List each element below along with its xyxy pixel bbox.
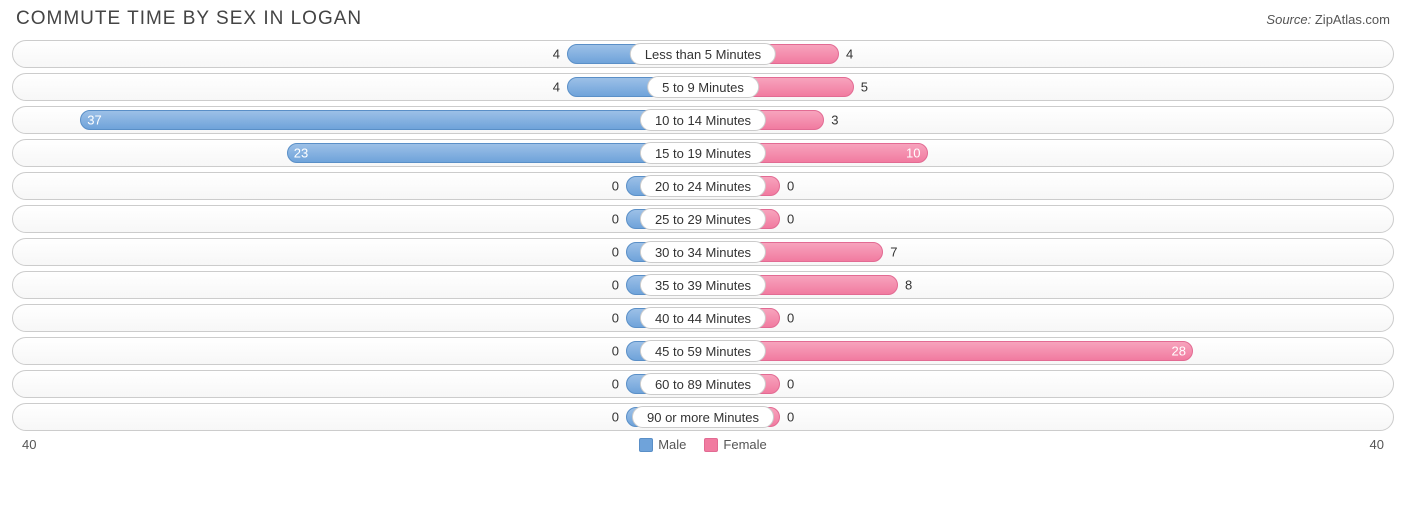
male-bar: 37 xyxy=(80,110,706,130)
male-half: 0 xyxy=(13,173,703,199)
male-half: 37 xyxy=(13,107,703,133)
table-row: 37 3 10 to 14 Minutes xyxy=(12,106,1394,134)
male-value: 4 xyxy=(553,47,568,62)
chart-source: Source: ZipAtlas.com xyxy=(1266,12,1390,27)
male-value: 0 xyxy=(612,245,627,260)
female-half: 4 xyxy=(703,41,1393,67)
female-half: 0 xyxy=(703,305,1393,331)
table-row: 0 0 40 to 44 Minutes xyxy=(12,304,1394,332)
table-row: 0 8 35 to 39 Minutes xyxy=(12,271,1394,299)
category-pill: 15 to 19 Minutes xyxy=(640,142,766,164)
legend-female-label: Female xyxy=(723,437,766,452)
male-half: 23 xyxy=(13,140,703,166)
table-row: 0 28 45 to 59 Minutes xyxy=(12,337,1394,365)
male-value: 37 xyxy=(87,113,101,128)
male-value: 0 xyxy=(612,179,627,194)
category-pill: 60 to 89 Minutes xyxy=(640,373,766,395)
male-half: 4 xyxy=(13,41,703,67)
female-value: 0 xyxy=(779,410,794,425)
chart-title: COMMUTE TIME BY SEX IN LOGAN xyxy=(16,8,362,30)
category-pill: Less than 5 Minutes xyxy=(630,43,776,65)
table-row: 0 0 25 to 29 Minutes xyxy=(12,205,1394,233)
category-pill: 5 to 9 Minutes xyxy=(647,76,759,98)
male-half: 0 xyxy=(13,239,703,265)
category-pill: 10 to 14 Minutes xyxy=(640,109,766,131)
male-half: 0 xyxy=(13,404,703,430)
female-value: 8 xyxy=(897,278,912,293)
chart-footer: 40 Male Female 40 xyxy=(12,431,1394,452)
female-half: 8 xyxy=(703,272,1393,298)
chart-rows: 44Less than 5 Minutes455 to 9 Minutes373… xyxy=(12,40,1394,431)
category-pill: 30 to 34 Minutes xyxy=(640,241,766,263)
category-pill: 25 to 29 Minutes xyxy=(640,208,766,230)
axis-max-right: 40 xyxy=(1370,437,1384,452)
female-half: 28 xyxy=(703,338,1393,364)
male-swatch-icon xyxy=(639,438,653,452)
female-value: 3 xyxy=(823,113,838,128)
table-row: 23 10 15 to 19 Minutes xyxy=(12,139,1394,167)
female-value: 7 xyxy=(882,245,897,260)
source-label: Source: xyxy=(1266,12,1311,27)
female-value: 5 xyxy=(853,80,868,95)
table-row: 4 4 Less than 5 Minutes xyxy=(12,40,1394,68)
table-row: 0 7 30 to 34 Minutes xyxy=(12,238,1394,266)
female-half: 10 xyxy=(703,140,1393,166)
male-half: 0 xyxy=(13,305,703,331)
female-half: 7 xyxy=(703,239,1393,265)
female-half: 3 xyxy=(703,107,1393,133)
male-value: 4 xyxy=(553,80,568,95)
legend-item-male: Male xyxy=(639,437,686,452)
female-half: 0 xyxy=(703,206,1393,232)
legend-male-label: Male xyxy=(658,437,686,452)
female-value: 10 xyxy=(906,146,920,161)
male-half: 0 xyxy=(13,371,703,397)
male-value: 0 xyxy=(612,410,627,425)
category-pill: 90 or more Minutes xyxy=(632,406,774,428)
male-half: 0 xyxy=(13,206,703,232)
chart-header: COMMUTE TIME BY SEX IN LOGAN Source: Zip… xyxy=(12,8,1394,30)
table-row: 0 0 20 to 24 Minutes xyxy=(12,172,1394,200)
female-swatch-icon xyxy=(704,438,718,452)
category-pill: 45 to 59 Minutes xyxy=(640,340,766,362)
male-half: 0 xyxy=(13,338,703,364)
chart-container: COMMUTE TIME BY SEX IN LOGAN Source: Zip… xyxy=(0,0,1406,522)
table-row: 0 0 90 or more Minutes xyxy=(12,403,1394,431)
legend-item-female: Female xyxy=(704,437,766,452)
female-half: 5 xyxy=(703,74,1393,100)
legend: Male Female xyxy=(639,437,767,452)
male-half: 0 xyxy=(13,272,703,298)
male-value: 0 xyxy=(612,311,627,326)
category-pill: 35 to 39 Minutes xyxy=(640,274,766,296)
male-half: 4 xyxy=(13,74,703,100)
female-half: 0 xyxy=(703,173,1393,199)
table-row: 0 0 60 to 89 Minutes xyxy=(12,370,1394,398)
female-half: 0 xyxy=(703,404,1393,430)
male-value: 23 xyxy=(294,146,308,161)
female-value: 0 xyxy=(779,179,794,194)
female-value: 0 xyxy=(779,212,794,227)
male-value: 0 xyxy=(612,212,627,227)
male-value: 0 xyxy=(612,377,627,392)
female-value: 4 xyxy=(838,47,853,62)
male-value: 0 xyxy=(612,344,627,359)
female-value: 0 xyxy=(779,311,794,326)
axis-max-left: 40 xyxy=(22,437,36,452)
category-pill: 20 to 24 Minutes xyxy=(640,175,766,197)
female-bar: 28 xyxy=(700,341,1193,361)
table-row: 4 5 5 to 9 Minutes xyxy=(12,73,1394,101)
female-value: 28 xyxy=(1172,344,1186,359)
female-half: 0 xyxy=(703,371,1393,397)
female-value: 0 xyxy=(779,377,794,392)
source-value: ZipAtlas.com xyxy=(1315,12,1390,27)
category-pill: 40 to 44 Minutes xyxy=(640,307,766,329)
male-value: 0 xyxy=(612,278,627,293)
